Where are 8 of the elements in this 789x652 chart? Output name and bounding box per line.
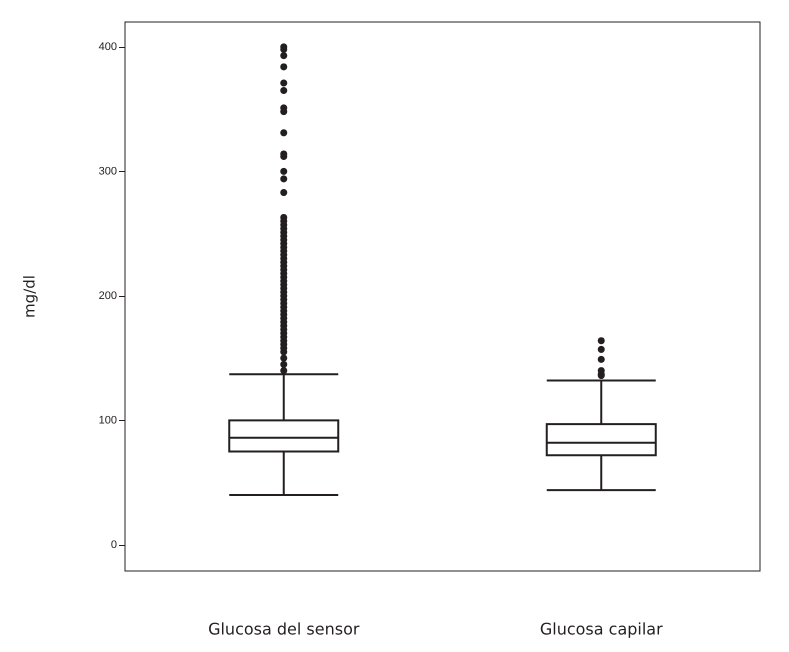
x-tick-label: Glucosa capilar xyxy=(540,620,664,638)
y-tick-label: 0 xyxy=(110,538,117,551)
y-tick-label: 200 xyxy=(98,290,117,302)
y-tick-label: 400 xyxy=(98,40,117,53)
y-tick-label: 300 xyxy=(98,165,117,178)
y-tick-label: 100 xyxy=(98,414,117,426)
x-tick-label: Glucosa del sensor xyxy=(208,620,360,638)
y-axis-title: mg/dl xyxy=(20,275,38,318)
